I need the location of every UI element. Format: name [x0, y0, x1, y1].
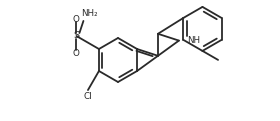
- Text: NH₂: NH₂: [81, 9, 98, 18]
- Text: O: O: [73, 49, 80, 57]
- Text: S: S: [73, 31, 80, 41]
- Text: NH: NH: [187, 36, 200, 45]
- Text: O: O: [73, 15, 80, 23]
- Text: Cl: Cl: [84, 92, 92, 101]
